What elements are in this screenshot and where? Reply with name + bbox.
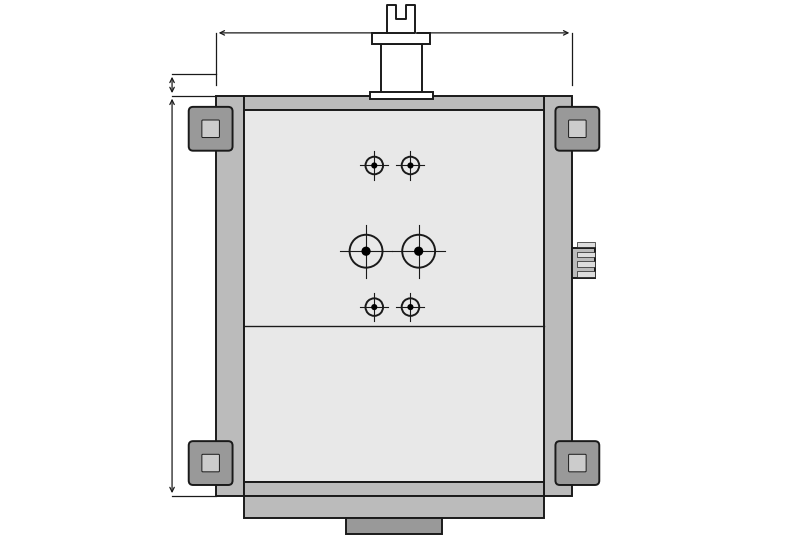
- FancyBboxPatch shape: [556, 107, 600, 151]
- Circle shape: [407, 162, 414, 169]
- Circle shape: [407, 304, 414, 310]
- FancyBboxPatch shape: [202, 454, 219, 472]
- Bar: [244, 96, 544, 110]
- Bar: [244, 482, 544, 496]
- Bar: [244, 496, 544, 518]
- FancyBboxPatch shape: [569, 120, 586, 138]
- FancyBboxPatch shape: [202, 120, 219, 138]
- Circle shape: [414, 247, 423, 256]
- Bar: [577, 252, 595, 257]
- Bar: [577, 271, 595, 277]
- Bar: [577, 261, 595, 267]
- Bar: [216, 96, 244, 496]
- FancyBboxPatch shape: [188, 107, 232, 151]
- Bar: [381, 44, 422, 96]
- Bar: [370, 92, 433, 99]
- Bar: [577, 242, 595, 247]
- FancyBboxPatch shape: [556, 441, 600, 485]
- Circle shape: [362, 247, 370, 256]
- Polygon shape: [387, 5, 415, 33]
- Bar: [373, 33, 430, 44]
- Bar: [244, 110, 544, 482]
- Bar: [346, 518, 442, 534]
- Bar: [544, 96, 572, 496]
- Circle shape: [371, 304, 377, 310]
- Circle shape: [371, 162, 377, 169]
- Bar: [572, 248, 595, 278]
- FancyBboxPatch shape: [569, 454, 586, 472]
- FancyBboxPatch shape: [188, 441, 232, 485]
